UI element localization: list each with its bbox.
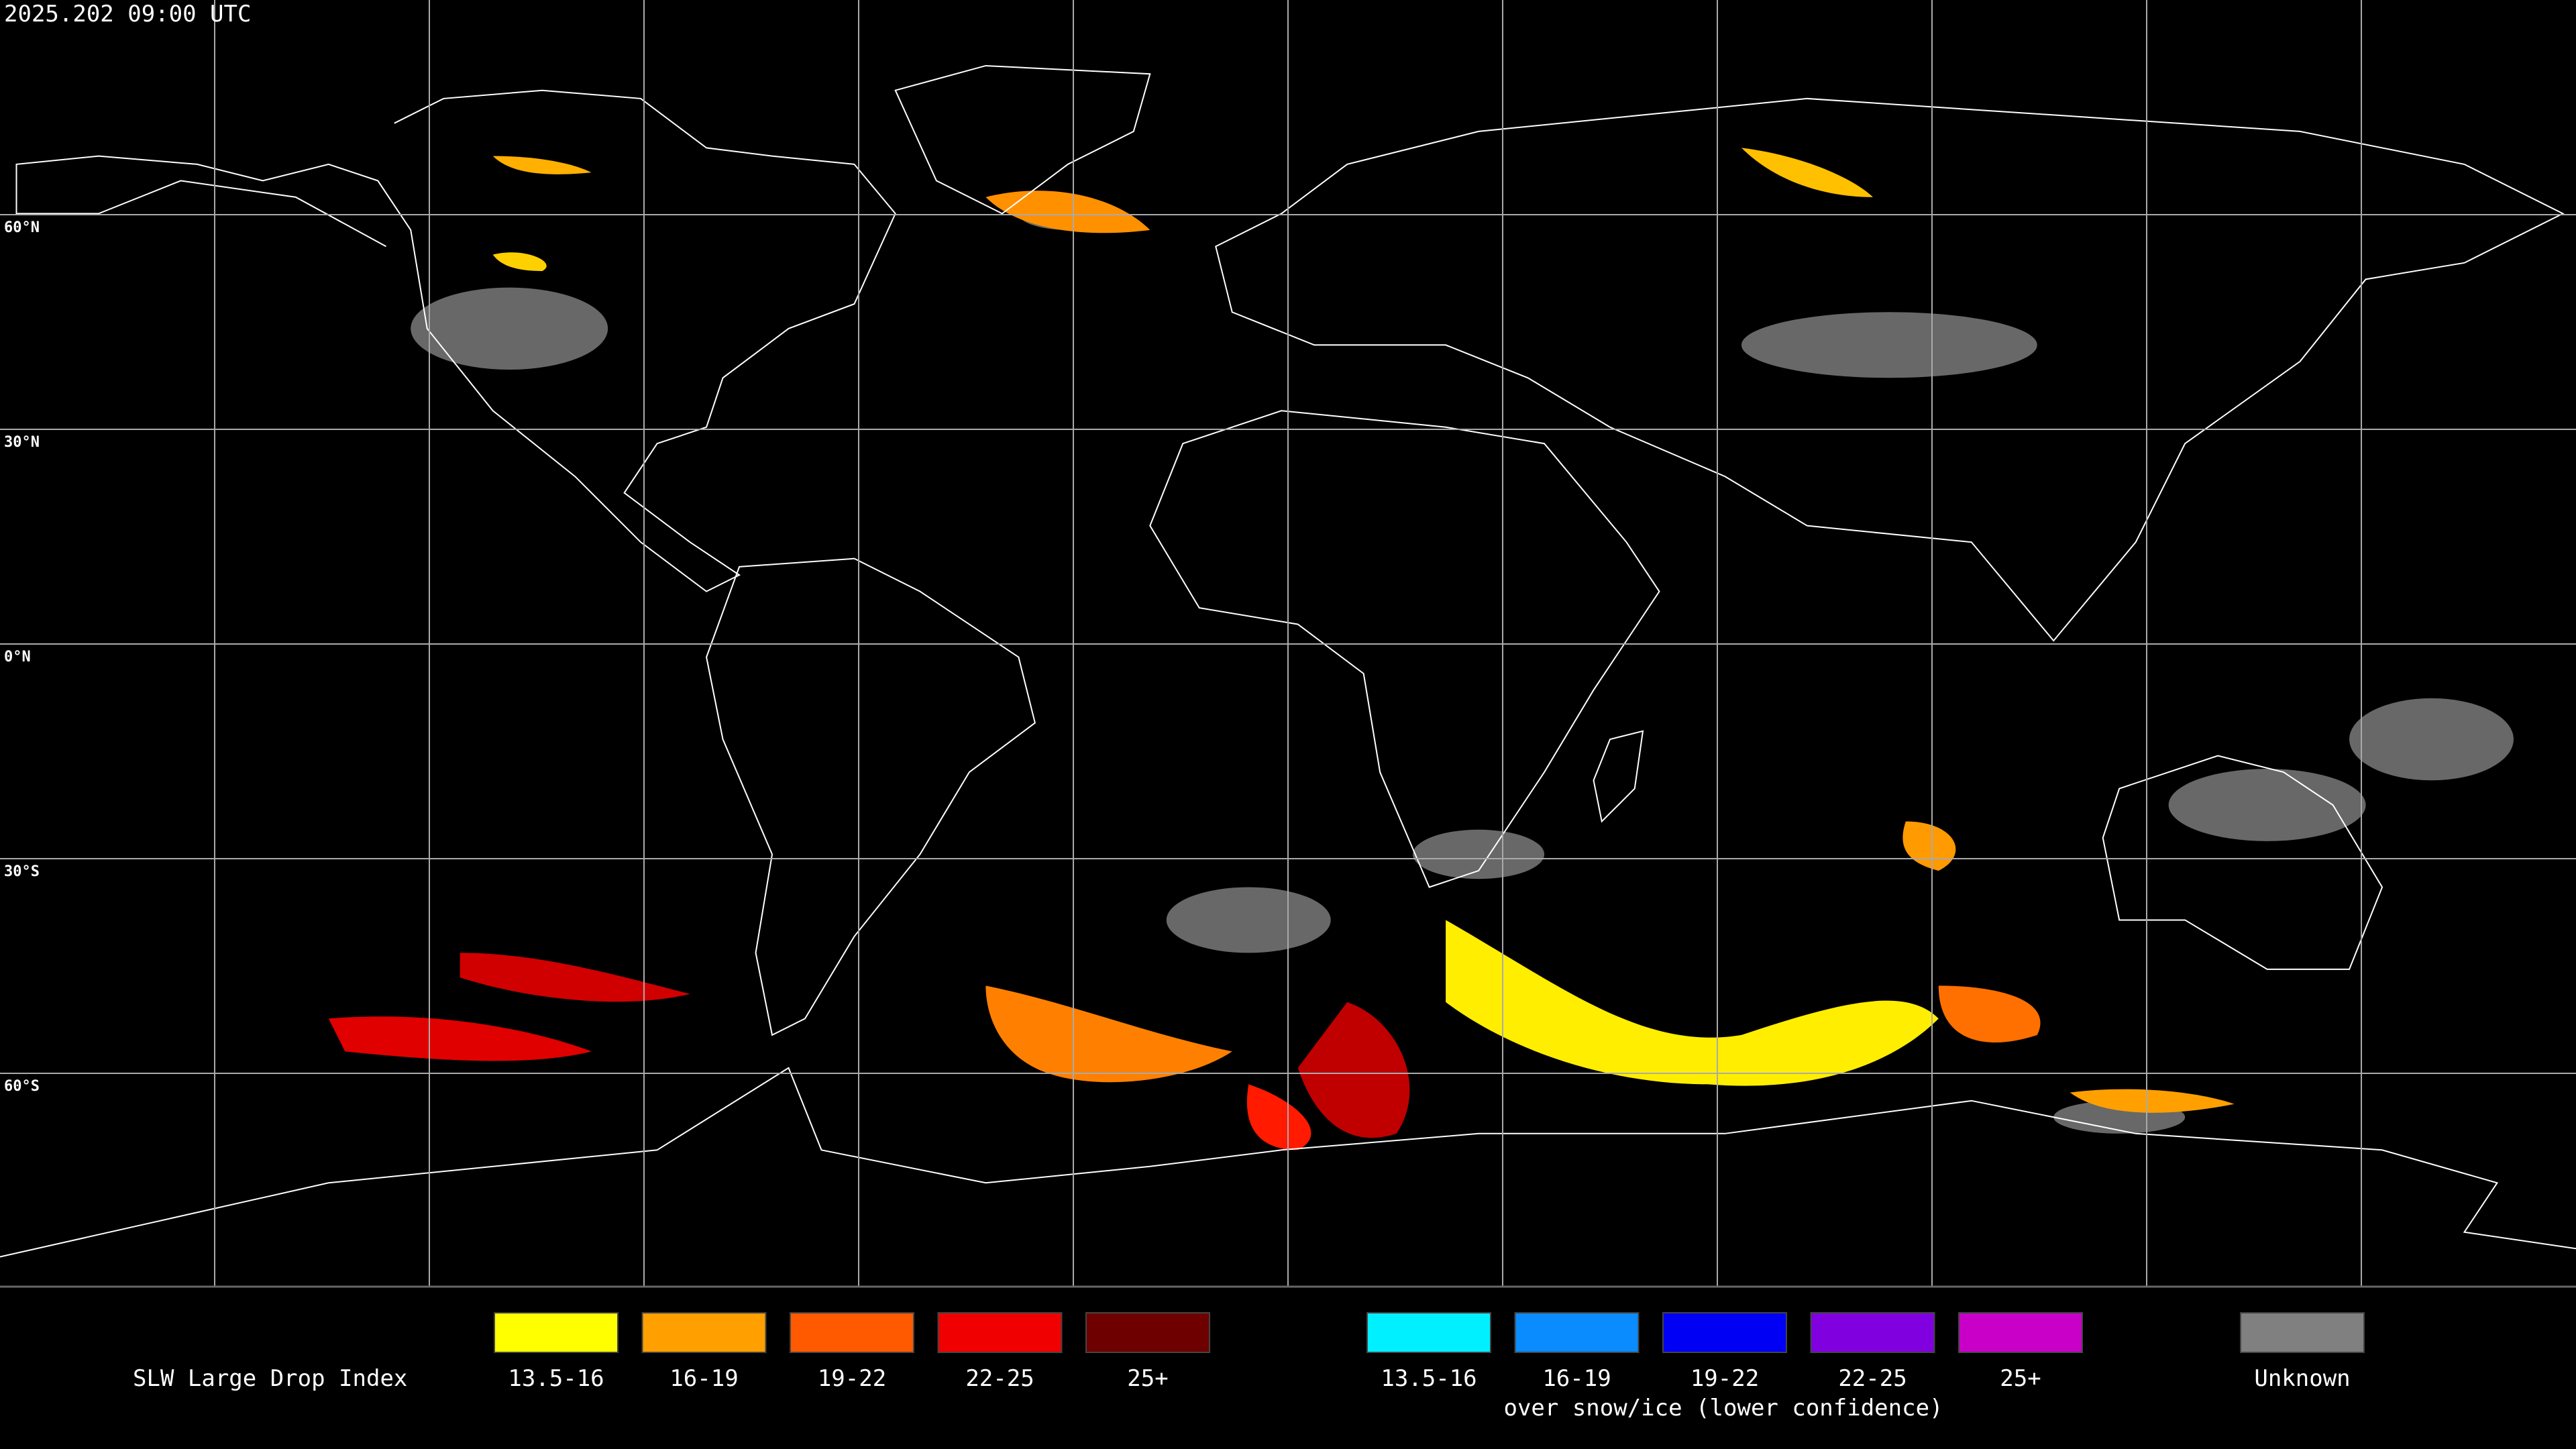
legend-label: 22-25	[1838, 1365, 1907, 1392]
legend: 13.5-16 16-19 19-22 22-25 25+ 13.5-16 16-19 19-…	[494, 1312, 2365, 1392]
legend-label: 16-19	[669, 1365, 738, 1392]
legend-swatch	[1085, 1312, 1210, 1353]
legend-title: SLW Large Drop Index	[133, 1365, 407, 1392]
legend-label: 13.5-16	[1381, 1365, 1477, 1392]
latitude-label: 0°N	[4, 649, 31, 665]
graticule: 60°N 30°N 0°N 30°S 60°S	[0, 0, 2576, 1287]
legend-label: Unknown	[2254, 1365, 2350, 1392]
legend-label: 16-19	[1542, 1365, 1611, 1392]
legend-label: 22-25	[965, 1365, 1034, 1392]
legend-swatch	[1514, 1312, 1640, 1353]
legend-swatch	[2240, 1312, 2365, 1353]
coastlines	[0, 66, 2576, 1257]
legend-swatch	[1958, 1312, 2083, 1353]
latitude-label: 30°S	[4, 863, 40, 880]
legend-swatch	[1662, 1312, 1787, 1353]
legend-label: 19-22	[1690, 1365, 1759, 1392]
slw-field	[328, 148, 2235, 1150]
legend-label: 19-22	[818, 1365, 886, 1392]
legend-swatch	[790, 1312, 914, 1353]
imagery	[0, 66, 2576, 1257]
legend-swatch	[641, 1312, 767, 1353]
legend-swatch	[1810, 1312, 1935, 1353]
latitude-label: 30°N	[4, 434, 40, 451]
legend-swatch	[1366, 1312, 1491, 1353]
legend-swatch	[937, 1312, 1063, 1353]
latitude-label: 60°N	[4, 219, 40, 236]
legend-label: 25+	[2000, 1365, 2041, 1392]
legend-label: 25+	[1127, 1365, 1168, 1392]
snow-caption: over snow/ice (lower confidence)	[1503, 1395, 1943, 1421]
legend-swatch	[494, 1312, 619, 1353]
legend-label: 13.5-16	[508, 1365, 604, 1392]
timestamp: 2025.202 09:00 UTC	[4, 1, 251, 28]
latitude-label: 60°S	[4, 1078, 40, 1095]
